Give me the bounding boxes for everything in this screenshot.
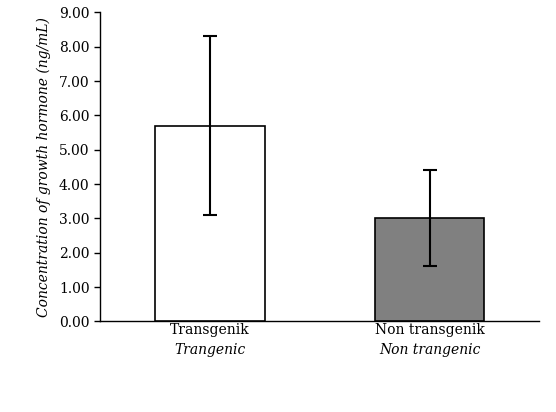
- Bar: [155, 126, 265, 321]
- Text: Non transgenik: Non transgenik: [375, 323, 484, 337]
- Text: Trangenic: Trangenic: [174, 343, 246, 357]
- Text: Non trangenic: Non trangenic: [379, 343, 480, 357]
- Text: Transgenik: Transgenik: [170, 323, 250, 337]
- Bar: [375, 218, 484, 321]
- Y-axis label: Concentration of growth hormone (ng/mL): Concentration of growth hormone (ng/mL): [36, 17, 51, 317]
